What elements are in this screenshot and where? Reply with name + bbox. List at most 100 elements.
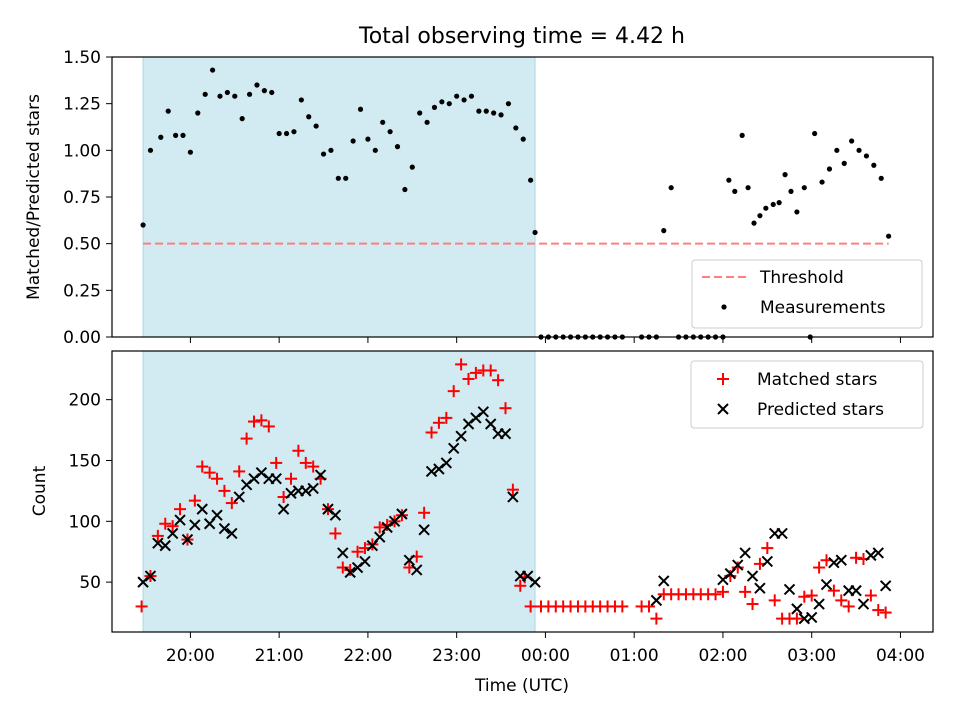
matched-star-marker bbox=[218, 484, 231, 497]
matched-star-marker bbox=[425, 426, 438, 439]
measurement-point bbox=[776, 200, 782, 206]
measurement-point bbox=[446, 101, 452, 107]
predicted-star-marker bbox=[746, 570, 759, 582]
y-tick-label: 150 bbox=[69, 451, 101, 471]
matched-star-marker bbox=[813, 561, 826, 574]
measurement-point bbox=[357, 106, 364, 112]
measurement-point bbox=[180, 132, 186, 138]
measurement-point bbox=[409, 164, 415, 170]
measurement-point bbox=[454, 93, 460, 99]
predicted-star-marker bbox=[732, 559, 744, 571]
matched-star-marker bbox=[373, 521, 386, 534]
measurement-point bbox=[291, 129, 297, 135]
measurement-point bbox=[298, 97, 304, 103]
predicted-star-marker bbox=[477, 406, 490, 418]
predicted-star-marker bbox=[359, 555, 371, 568]
matched-star-marker bbox=[299, 456, 312, 469]
x-tick-label: 20:00 bbox=[166, 646, 215, 666]
measurement-point bbox=[863, 153, 870, 159]
matched-star-marker bbox=[196, 460, 209, 473]
x-tick-label: 22:00 bbox=[343, 646, 392, 666]
predicted-star-marker bbox=[499, 428, 512, 440]
y-tick-label: 0.50 bbox=[63, 235, 101, 255]
measurement-point bbox=[661, 228, 667, 234]
measurement-point bbox=[532, 229, 538, 236]
y-tick-label: 100 bbox=[69, 512, 101, 532]
predicted-star-marker bbox=[226, 527, 238, 540]
measurement-point bbox=[306, 114, 312, 120]
matched-star-marker bbox=[432, 416, 445, 429]
matched-star-marker bbox=[248, 415, 261, 428]
legend-matched-label: Matched stars bbox=[757, 370, 877, 390]
y-tick-label: 0.25 bbox=[63, 281, 101, 301]
measurement-point bbox=[313, 123, 319, 129]
x-axis-label: Time (UTC) bbox=[474, 676, 569, 696]
predicted-star-marker bbox=[211, 509, 223, 521]
matched-star-marker bbox=[872, 604, 885, 617]
matched-star-marker bbox=[879, 606, 892, 619]
measurement-point bbox=[528, 177, 534, 183]
matched-star-marker bbox=[506, 483, 519, 496]
measurement-point bbox=[826, 166, 833, 172]
predicted-star-marker bbox=[189, 519, 201, 531]
matched-star-marker bbox=[447, 385, 460, 398]
matched-star-marker bbox=[462, 372, 475, 385]
predicted-star-marker bbox=[650, 594, 663, 607]
matched-star-marker bbox=[835, 594, 848, 607]
measurement-point bbox=[283, 130, 290, 137]
ratio-y-label: Matched/Predicted stars bbox=[24, 94, 44, 300]
x-tick-label: 02:00 bbox=[698, 646, 747, 666]
predicted-star-marker bbox=[418, 524, 430, 536]
predicted-star-marker bbox=[218, 522, 231, 535]
matched-star-marker bbox=[240, 432, 253, 445]
legend-measurement-label: Measurements bbox=[760, 298, 886, 318]
predicted-star-marker bbox=[776, 527, 788, 540]
predicted-star-marker bbox=[374, 531, 386, 543]
measurement-point bbox=[254, 82, 260, 88]
matched-star-marker bbox=[440, 411, 453, 424]
matched-star-markers bbox=[135, 358, 892, 625]
predicted-star-marker bbox=[791, 603, 803, 615]
measurement-point bbox=[732, 188, 738, 194]
measurement-point bbox=[246, 91, 253, 97]
measurement-point bbox=[417, 110, 423, 116]
measurement-point bbox=[745, 185, 751, 191]
measurement-point bbox=[834, 147, 840, 153]
matched-star-marker bbox=[642, 600, 655, 613]
predicted-star-marker bbox=[403, 554, 416, 566]
predicted-star-marker bbox=[529, 576, 541, 588]
measurement-point bbox=[878, 175, 884, 181]
predicted-star-marker bbox=[270, 473, 282, 485]
y-tick-label: 50 bbox=[79, 573, 101, 593]
measurement-point bbox=[871, 162, 877, 168]
measurement-point bbox=[461, 97, 467, 103]
x-tick-label: 03:00 bbox=[787, 646, 836, 666]
measurement-point bbox=[209, 67, 216, 73]
matched-star-marker bbox=[768, 594, 781, 607]
measurement-point bbox=[276, 130, 282, 137]
predicted-star-marker bbox=[658, 575, 670, 587]
matched-star-marker bbox=[616, 600, 629, 613]
count-y-label: Count bbox=[30, 465, 50, 516]
measurement-point bbox=[187, 149, 194, 155]
predicted-star-marker bbox=[857, 598, 870, 610]
matched-star-marker bbox=[739, 585, 752, 598]
x-tick-label: 23:00 bbox=[432, 646, 481, 666]
y-tick-label: 200 bbox=[69, 391, 101, 411]
matched-star-marker bbox=[292, 444, 305, 457]
measurement-point bbox=[801, 185, 807, 191]
predicted-star-marker bbox=[850, 584, 862, 597]
predicted-star-marker bbox=[411, 564, 423, 576]
y-tick-label: 0.00 bbox=[63, 328, 101, 348]
measurement-point bbox=[498, 112, 504, 118]
matched-star-marker bbox=[805, 589, 818, 602]
predicted-star-marker bbox=[396, 508, 408, 520]
predicted-star-markers bbox=[137, 406, 892, 625]
measurement-point bbox=[491, 110, 497, 116]
matched-star-marker bbox=[761, 542, 774, 555]
measurement-point bbox=[520, 136, 526, 142]
matched-star-marker bbox=[188, 494, 201, 507]
matched-star-marker bbox=[166, 520, 179, 533]
measurement-point bbox=[335, 175, 341, 181]
